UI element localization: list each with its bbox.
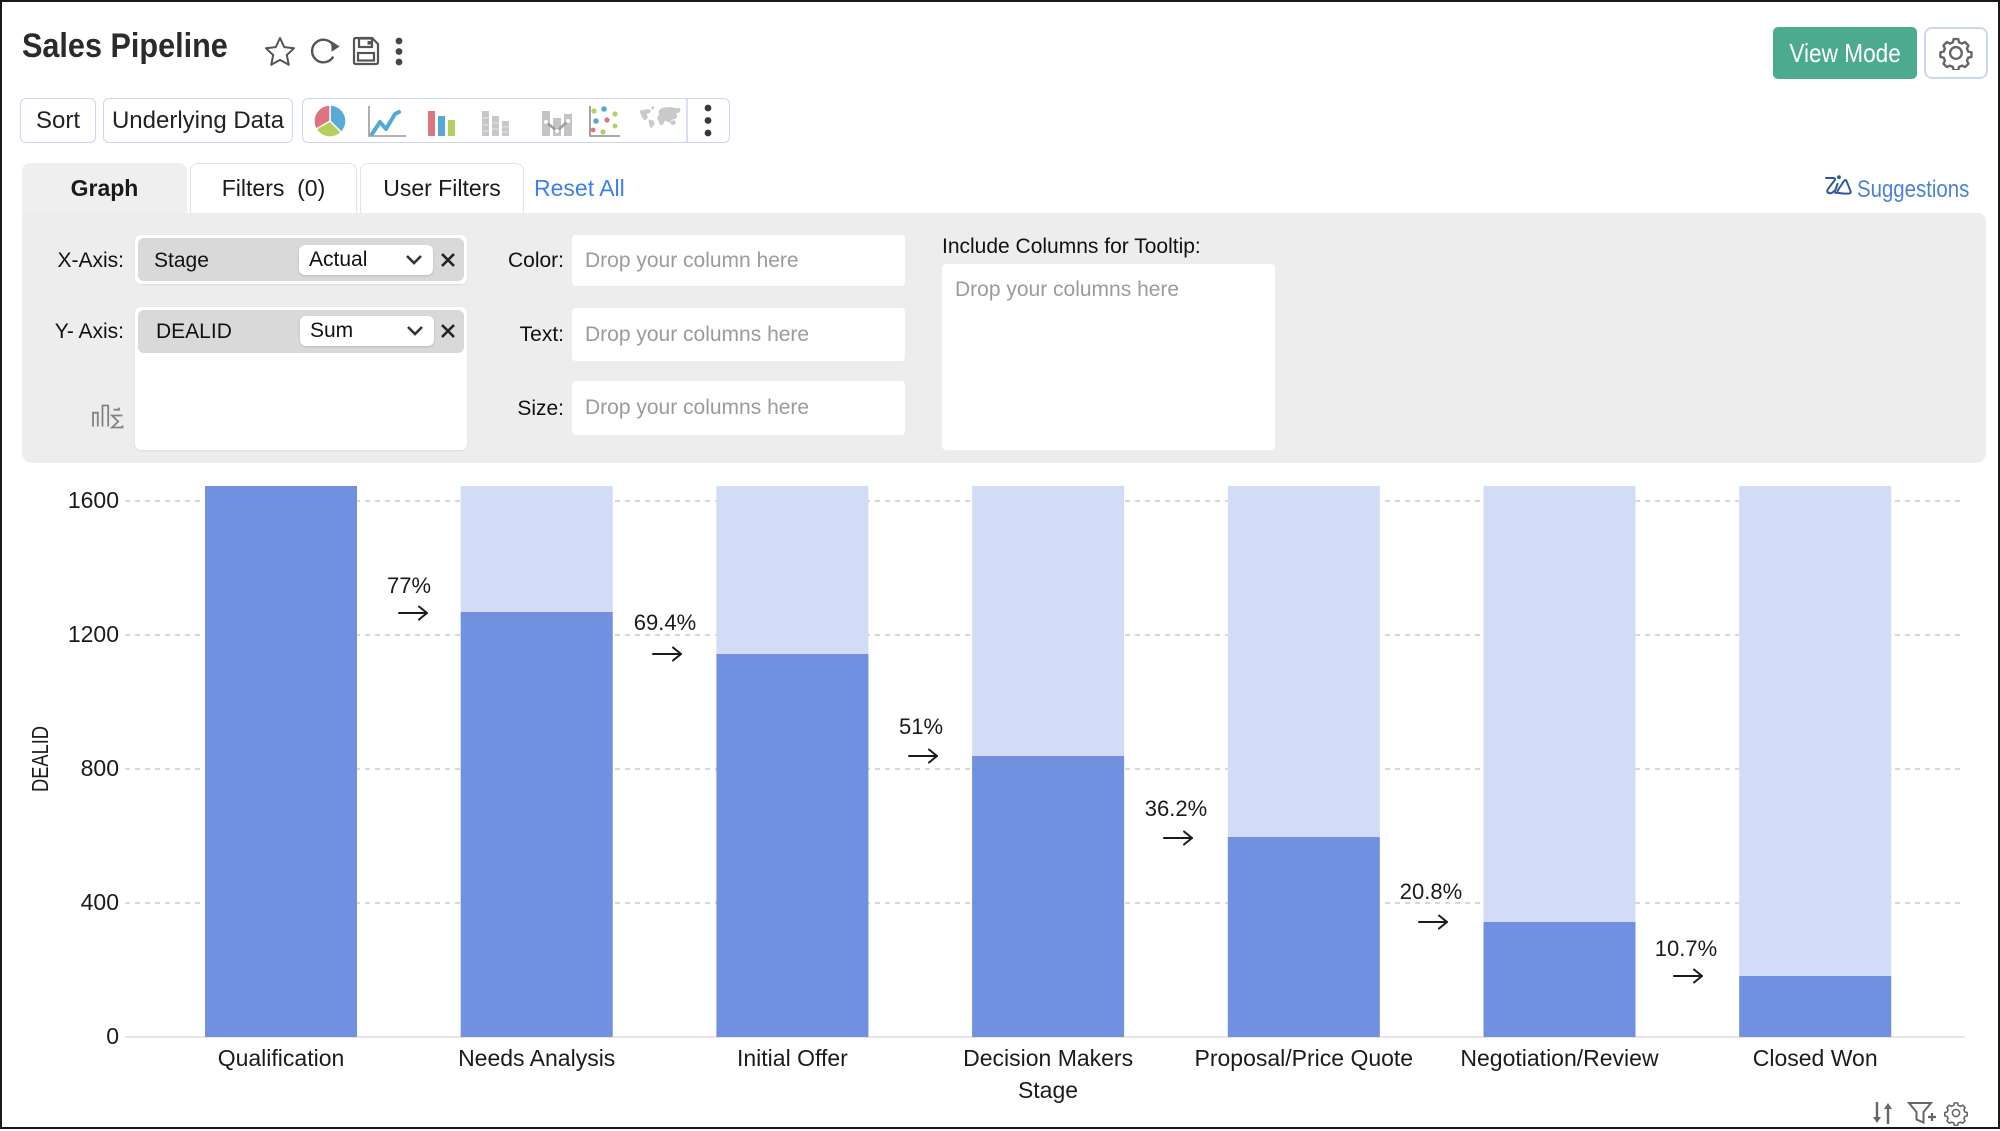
svg-text:Negotiation/Review: Negotiation/Review	[1460, 1045, 1659, 1071]
svg-text:DEALID: DEALID	[27, 726, 53, 792]
svg-text:77%: 77%	[387, 573, 431, 598]
svg-text:51%: 51%	[899, 714, 943, 739]
svg-text:800: 800	[81, 755, 119, 781]
svg-text:Qualification: Qualification	[218, 1045, 345, 1071]
svg-text:Initial Offer: Initial Offer	[737, 1045, 848, 1071]
svg-text:Proposal/Price Quote: Proposal/Price Quote	[1194, 1045, 1413, 1071]
svg-text:36.2%: 36.2%	[1145, 796, 1207, 821]
svg-text:Stage: Stage	[1018, 1077, 1078, 1103]
svg-text:0: 0	[106, 1023, 119, 1049]
svg-text:400: 400	[81, 889, 119, 915]
svg-text:1200: 1200	[68, 621, 119, 647]
svg-text:10.7%: 10.7%	[1655, 936, 1717, 961]
svg-text:20.8%: 20.8%	[1400, 879, 1462, 904]
svg-text:1600: 1600	[68, 487, 119, 513]
svg-text:Needs Analysis: Needs Analysis	[458, 1045, 615, 1071]
svg-text:Closed Won: Closed Won	[1753, 1045, 1878, 1071]
svg-text:69.4%: 69.4%	[634, 610, 696, 635]
svg-text:Decision Makers: Decision Makers	[963, 1045, 1133, 1071]
